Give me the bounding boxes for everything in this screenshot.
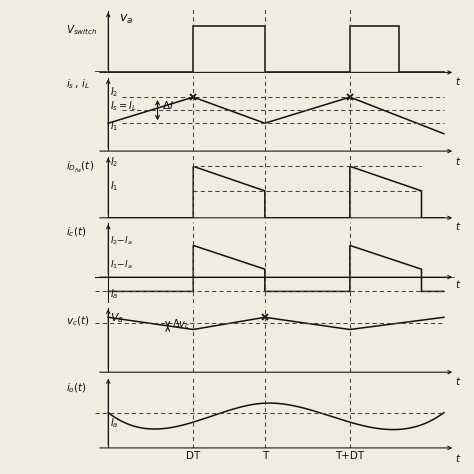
Text: $i_s\,,\,i_L$: $i_s\,,\,i_L$ [66,77,90,91]
Text: $i_c(t)$: $i_c(t)$ [66,226,86,239]
Text: $i_{D_{fw}}(t)$: $i_{D_{fw}}(t)$ [66,160,94,174]
Text: T: T [262,451,268,461]
Text: t: t [455,281,459,291]
Text: t: t [455,157,459,167]
Text: $i_o(t)$: $i_o(t)$ [66,382,87,395]
Text: t: t [455,454,459,464]
Text: $V_a$: $V_a$ [110,311,124,325]
Text: $I_1$: $I_1$ [110,119,119,133]
Text: t: t [455,77,459,87]
Text: t: t [455,377,459,387]
Text: $I_1$: $I_1$ [110,179,119,193]
Text: $v_c(t)$: $v_c(t)$ [66,315,90,328]
Text: t: t [455,222,459,232]
Text: $v_a$: $v_a$ [119,13,134,27]
Text: $I_a$: $I_a$ [110,287,119,301]
Text: $I_a$: $I_a$ [110,416,119,430]
Text: T+DT: T+DT [335,451,365,461]
Text: $I_s{=}I_L$: $I_s{=}I_L$ [110,99,137,113]
Text: DT: DT [186,451,201,461]
Text: $\Delta I$: $\Delta I$ [162,99,174,111]
Text: $I_1{-}I_a$: $I_1{-}I_a$ [110,258,133,271]
Text: $I_2$: $I_2$ [110,85,119,99]
Text: $I_2{-}I_a$: $I_2{-}I_a$ [110,235,133,247]
Text: $V_{switch}$: $V_{switch}$ [66,23,98,36]
Text: $I_2$: $I_2$ [110,155,119,168]
Text: $\Delta v_c$: $\Delta v_c$ [172,318,190,331]
